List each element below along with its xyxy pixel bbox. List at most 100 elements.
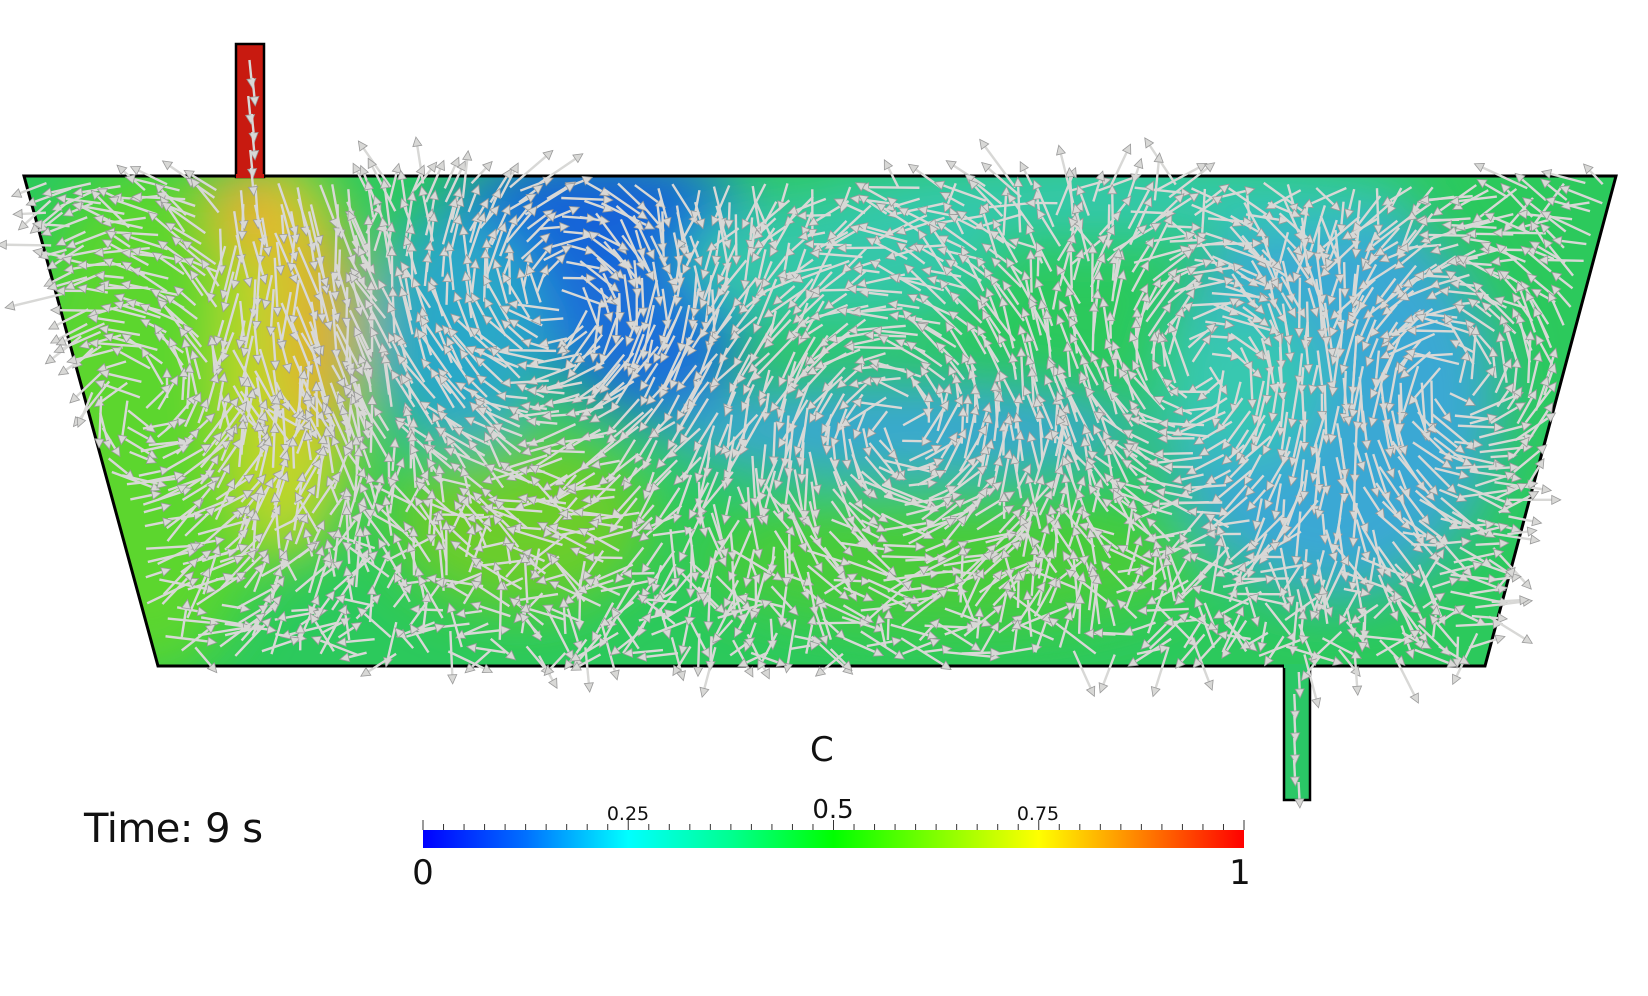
velocity-arrow-head bbox=[273, 566, 284, 578]
velocity-arrow-head bbox=[862, 446, 873, 458]
velocity-arrow-head bbox=[970, 383, 981, 395]
velocity-arrow-shaft bbox=[1227, 620, 1248, 652]
velocity-arrow-head bbox=[797, 230, 809, 242]
velocity-arrow-head bbox=[541, 481, 553, 492]
velocity-arrow-shaft bbox=[464, 628, 502, 636]
velocity-arrow-head bbox=[443, 447, 456, 457]
velocity-arrow-shaft bbox=[1182, 406, 1213, 413]
velocity-arrow-shaft bbox=[1235, 429, 1250, 450]
velocity-arrow-shaft bbox=[1131, 268, 1146, 293]
velocity-arrow-head bbox=[1087, 243, 1098, 254]
velocity-arrow-shaft bbox=[56, 308, 89, 327]
velocity-arrow-shaft bbox=[1280, 411, 1289, 451]
velocity-arrow-head bbox=[667, 438, 677, 451]
velocity-arrow-head bbox=[762, 308, 775, 319]
velocity-arrow-head bbox=[1357, 641, 1368, 653]
velocity-arrow-shaft bbox=[762, 375, 774, 394]
velocity-arrow-shaft bbox=[1430, 412, 1470, 446]
velocity-arrow-shaft bbox=[1418, 519, 1443, 540]
velocity-arrow-shaft bbox=[409, 584, 441, 627]
velocity-arrow-shaft bbox=[1471, 614, 1499, 620]
velocity-arrow-shaft bbox=[385, 504, 393, 536]
velocity-arrow-head bbox=[1399, 368, 1411, 379]
velocity-arrow-head bbox=[310, 594, 320, 607]
velocity-arrow-shaft bbox=[1260, 621, 1268, 644]
velocity-arrow-shaft bbox=[1154, 646, 1170, 689]
velocity-arrow-head bbox=[350, 621, 363, 632]
velocity-arrow-shaft bbox=[424, 323, 445, 352]
velocity-arrow-shaft bbox=[812, 375, 844, 405]
velocity-arrow-head bbox=[321, 551, 332, 563]
velocity-arrow-shaft bbox=[546, 185, 569, 200]
velocity-arrow-head bbox=[116, 164, 128, 176]
velocity-arrow-shaft bbox=[676, 645, 692, 669]
velocity-arrow-shaft bbox=[1053, 528, 1059, 558]
velocity-arrow-head bbox=[520, 446, 532, 457]
velocity-arrow-head bbox=[393, 332, 404, 344]
velocity-arrow-head bbox=[991, 481, 1003, 492]
velocity-arrow-head bbox=[769, 401, 780, 413]
velocity-arrow-head bbox=[1085, 685, 1096, 698]
velocity-arrow-shaft bbox=[1293, 715, 1297, 734]
velocity-arrow-shaft bbox=[258, 348, 276, 397]
velocity-arrow-shaft bbox=[1213, 469, 1232, 481]
velocity-arrow-head bbox=[1398, 242, 1409, 253]
velocity-arrow-shaft bbox=[223, 245, 238, 292]
velocity-arrow-shaft bbox=[1419, 555, 1441, 588]
velocity-arrow-head bbox=[1254, 349, 1265, 361]
velocity-arrow-shaft bbox=[418, 503, 446, 543]
velocity-arrow-shaft bbox=[830, 292, 848, 306]
velocity-arrow-head bbox=[1217, 384, 1228, 396]
velocity-arrow-head bbox=[953, 394, 964, 406]
velocity-arrow-head bbox=[1471, 212, 1484, 224]
velocity-arrow-head bbox=[1175, 657, 1186, 669]
velocity-arrow-head bbox=[805, 355, 817, 366]
velocity-arrow-head bbox=[1051, 280, 1062, 292]
velocity-arrow-shaft bbox=[1355, 634, 1405, 642]
velocity-arrow-shaft bbox=[807, 564, 843, 596]
velocity-arrow-shaft bbox=[1152, 254, 1187, 282]
velocity-arrow-head bbox=[322, 426, 333, 438]
velocity-arrow-head bbox=[1403, 314, 1415, 325]
velocity-arrow-head bbox=[41, 187, 53, 198]
velocity-arrow-shaft bbox=[1449, 392, 1468, 403]
velocity-arrow-head bbox=[775, 420, 786, 432]
velocity-arrow-head bbox=[1002, 413, 1013, 426]
velocity-arrow-head bbox=[954, 573, 965, 586]
velocity-arrow-head bbox=[1307, 384, 1319, 396]
velocity-arrow-shaft bbox=[310, 330, 319, 348]
velocity-arrow-head bbox=[584, 534, 596, 545]
velocity-arrow-shaft bbox=[209, 245, 227, 294]
velocity-arrow-shaft bbox=[1072, 257, 1082, 281]
velocity-arrow-head bbox=[49, 305, 61, 316]
velocity-arrow-head bbox=[539, 232, 551, 244]
velocity-arrow-shaft bbox=[1318, 244, 1327, 266]
velocity-arrow-head bbox=[117, 434, 128, 446]
velocity-arrow-head bbox=[989, 621, 1000, 633]
velocity-arrow-head bbox=[1500, 182, 1512, 194]
velocity-arrow-shaft bbox=[1353, 442, 1363, 463]
velocity-arrow-head bbox=[1434, 548, 1445, 560]
velocity-arrow-head bbox=[966, 456, 978, 468]
velocity-arrow-head bbox=[1062, 550, 1073, 562]
velocity-arrow-head bbox=[676, 670, 686, 682]
velocity-arrow-shaft bbox=[1516, 396, 1534, 425]
velocity-arrow-head bbox=[317, 445, 328, 456]
velocity-arrow-head bbox=[1431, 206, 1444, 217]
velocity-arrow-head bbox=[1202, 258, 1214, 269]
velocity-arrow-shaft bbox=[1167, 224, 1193, 229]
velocity-arrow-shaft bbox=[643, 598, 676, 626]
velocity-arrow-head bbox=[630, 527, 642, 539]
velocity-arrow-head bbox=[241, 376, 252, 388]
velocity-arrow-head bbox=[609, 270, 620, 282]
velocity-arrow-head bbox=[1416, 216, 1428, 227]
velocity-arrow-shaft bbox=[243, 570, 259, 589]
velocity-arrow-head bbox=[366, 394, 378, 405]
velocity-arrow-head bbox=[568, 206, 581, 216]
velocity-arrow-head bbox=[474, 521, 485, 534]
velocity-arrow-shaft bbox=[443, 165, 457, 189]
velocity-arrow-shaft bbox=[812, 381, 834, 416]
velocity-arrow-head bbox=[974, 606, 985, 618]
velocity-arrow-shaft bbox=[103, 383, 141, 399]
velocity-arrow-shaft bbox=[316, 257, 326, 280]
